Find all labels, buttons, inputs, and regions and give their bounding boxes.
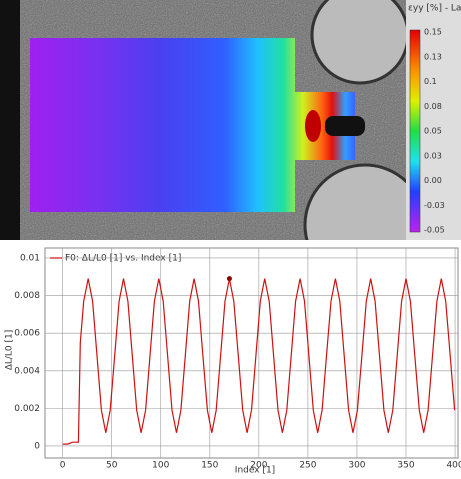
data-line	[62, 278, 456, 445]
x-tick-label: 0	[60, 461, 66, 471]
y-axis-label: ΔL/L0 [1]	[5, 330, 15, 371]
plot-area	[44, 247, 459, 459]
y-tick-label: 0.008	[14, 291, 40, 301]
y-tick-label: 0.01	[20, 253, 40, 263]
x-tick-label: 200	[250, 461, 267, 471]
colorbar-tick-label: 0.08	[424, 102, 442, 111]
colorbar-tick-label: -0.05	[424, 226, 445, 235]
y-tick-label: 0.004	[14, 366, 40, 376]
colorbar-title: εyy [%] - Lagrange	[408, 4, 461, 14]
x-tick-label: 350	[397, 461, 414, 471]
x-tick-label: 100	[152, 461, 169, 471]
x-tick-label: 50	[106, 461, 118, 471]
colorbar-tick-label: 0.15	[424, 28, 442, 37]
colorbar	[409, 29, 421, 233]
x-axis-label: Index [1]	[235, 466, 275, 476]
x-tick-label: 300	[348, 461, 365, 471]
legend-text: F0: ΔL/L0 [1] vs. Index [1]	[65, 254, 181, 264]
x-tick-label: 150	[201, 461, 218, 471]
colorbar-tick-label: 0.00	[424, 176, 442, 185]
colorbar-tick-label: 0.1	[424, 77, 437, 86]
x-tick-label: 250	[299, 461, 316, 471]
colorbar-tick-label: -0.03	[424, 201, 445, 210]
colorbar-tick-label: 0.03	[424, 151, 442, 160]
y-tick-label: 0.002	[14, 404, 40, 414]
colorbar-tick-label: 0.05	[424, 127, 442, 136]
y-tick-label: 0.006	[14, 329, 40, 339]
y-tick-label: 0	[34, 441, 40, 451]
current-marker	[226, 276, 232, 282]
colorbar-tick-label: 0.13	[424, 52, 442, 61]
x-tick-label: 400	[446, 461, 461, 471]
